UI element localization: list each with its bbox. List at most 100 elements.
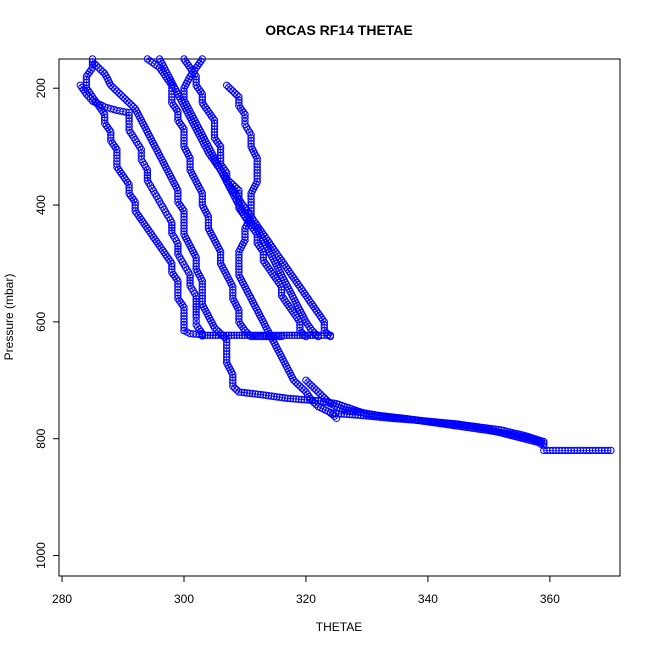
data-point xyxy=(82,75,91,84)
data-point xyxy=(216,145,225,154)
data-point xyxy=(180,318,188,326)
data-point xyxy=(198,289,207,297)
y-tick-label: 200 xyxy=(34,78,48,98)
data-point xyxy=(229,291,237,300)
data-point xyxy=(203,331,212,339)
data-point xyxy=(316,390,324,398)
data-point xyxy=(215,140,223,149)
data-point xyxy=(265,392,273,400)
data-point xyxy=(113,87,121,95)
data-series xyxy=(76,55,615,455)
data-point xyxy=(119,93,127,101)
data-point xyxy=(180,90,188,98)
data-point xyxy=(277,331,286,339)
data-point xyxy=(304,331,312,339)
data-point xyxy=(230,331,238,339)
data-point xyxy=(382,414,390,422)
data-point xyxy=(462,421,471,430)
data-point xyxy=(303,396,311,404)
data-point xyxy=(180,137,188,145)
data-point xyxy=(235,306,243,314)
data-point xyxy=(229,87,237,95)
data-point xyxy=(304,378,312,386)
data-point xyxy=(111,85,119,93)
x-tick-label: 300 xyxy=(174,592,194,606)
data-point xyxy=(247,140,255,148)
data-point xyxy=(168,218,176,227)
data-point xyxy=(186,274,194,282)
data-point xyxy=(376,413,384,421)
data-point xyxy=(247,198,255,206)
data-point xyxy=(337,410,346,418)
data-point xyxy=(300,386,308,394)
series-group xyxy=(143,55,286,341)
data-point xyxy=(195,330,204,339)
data-point xyxy=(241,233,249,241)
data-point xyxy=(251,390,259,398)
data-point xyxy=(216,256,225,265)
data-point xyxy=(115,89,123,97)
data-point xyxy=(387,414,395,422)
data-point xyxy=(235,331,244,339)
data-point xyxy=(166,257,175,265)
data-point xyxy=(168,93,176,101)
data-point xyxy=(105,126,114,134)
data-point xyxy=(379,413,387,422)
data-point xyxy=(235,96,243,104)
data-point xyxy=(314,388,322,396)
data-point xyxy=(323,331,331,339)
x-tick-label: 340 xyxy=(418,592,438,606)
data-point xyxy=(168,226,176,235)
data-point xyxy=(247,201,255,209)
data-point xyxy=(210,324,219,332)
data-point xyxy=(198,189,207,198)
data-point xyxy=(174,192,182,201)
data-point xyxy=(235,262,243,271)
data-point xyxy=(294,380,302,388)
data-point xyxy=(148,58,157,67)
data-point xyxy=(107,81,115,90)
data-point xyxy=(192,308,200,316)
data-point xyxy=(297,395,306,404)
data-point xyxy=(233,91,241,99)
data-point xyxy=(180,218,188,227)
data-point xyxy=(233,386,241,394)
data-point xyxy=(421,417,429,425)
data-point xyxy=(223,344,231,352)
data-point xyxy=(247,192,255,201)
data-point xyxy=(443,419,451,427)
data-point xyxy=(168,221,176,229)
data-point xyxy=(295,395,303,403)
data-point xyxy=(449,419,457,428)
y-axis-label: Pressure (mbar) xyxy=(2,274,16,361)
data-point xyxy=(180,315,188,323)
data-point xyxy=(277,289,286,297)
data-point xyxy=(125,99,133,107)
data-point xyxy=(168,262,176,271)
data-point xyxy=(280,331,288,339)
data-point xyxy=(192,78,200,87)
data-point xyxy=(441,420,450,428)
data-point xyxy=(468,422,476,431)
data-point xyxy=(235,265,243,273)
data-point xyxy=(246,389,254,397)
data-point xyxy=(322,396,330,404)
data-point xyxy=(198,286,207,294)
data-point xyxy=(94,64,103,72)
data-point xyxy=(340,410,348,418)
data-point xyxy=(285,331,294,339)
data-point xyxy=(273,393,281,401)
data-point xyxy=(123,178,132,187)
data-point xyxy=(97,66,105,74)
data-point xyxy=(247,204,255,212)
data-point xyxy=(251,331,260,339)
data-point xyxy=(211,331,220,339)
data-point xyxy=(206,331,215,339)
data-point xyxy=(309,331,317,339)
data-point xyxy=(174,247,182,256)
data-point xyxy=(121,95,129,103)
data-point xyxy=(320,321,328,329)
data-point xyxy=(400,415,409,423)
data-point xyxy=(81,88,89,96)
data-point xyxy=(174,242,182,250)
